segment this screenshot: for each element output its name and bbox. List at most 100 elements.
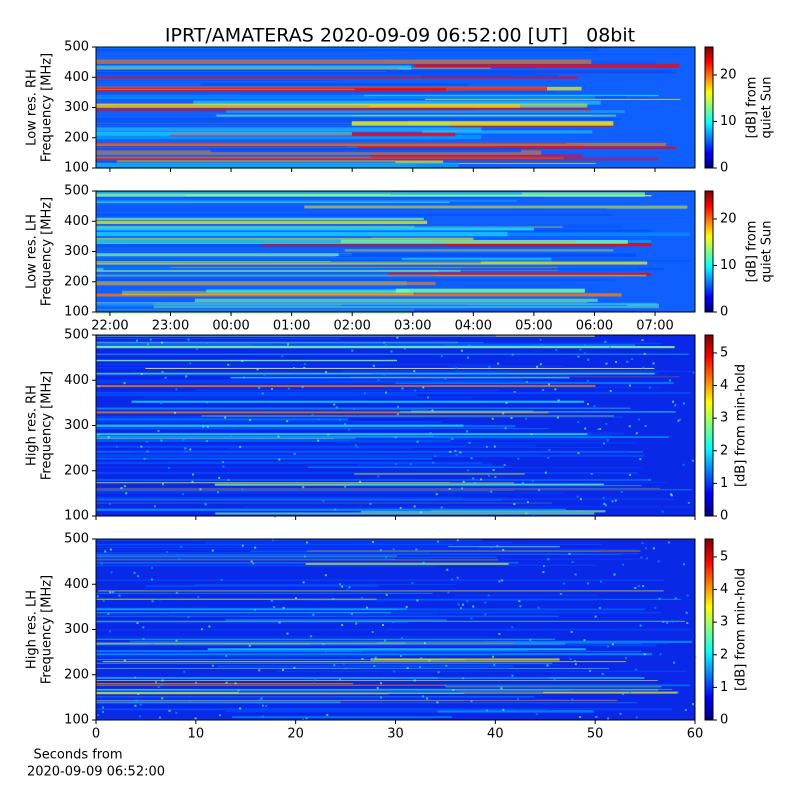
- spectrogram-texture: [422, 130, 593, 134]
- spectrogram-texture: [584, 427, 587, 430]
- spectrogram-texture: [199, 488, 202, 491]
- spectrogram-texture: [96, 615, 559, 617]
- spectrogram-texture: [334, 438, 611, 441]
- spectrogram-texture: [531, 479, 534, 482]
- y-tick-label: 100: [64, 305, 89, 320]
- spectrogram-texture: [605, 423, 608, 426]
- spectrogram-texture: [470, 457, 473, 460]
- spectrogram-texture: [161, 679, 164, 682]
- spectrogram-texture: [461, 487, 464, 490]
- spectrogram-texture: [350, 376, 680, 378]
- y-axis-label: Low res. RH: [25, 69, 40, 146]
- spectrogram-texture: [626, 360, 629, 363]
- spectrogram-texture: [269, 376, 272, 379]
- spectrogram-texture: [270, 599, 273, 602]
- spectrogram-texture: [96, 145, 584, 147]
- spectrogram-texture: [595, 715, 598, 718]
- spectrogram-texture: [467, 356, 470, 359]
- spectrogram-texture: [394, 436, 397, 439]
- spectrogram-texture: [501, 579, 504, 582]
- spectrogram-texture: [96, 478, 652, 482]
- spectrogram-texture: [342, 370, 673, 372]
- spectrogram-texture: [96, 620, 686, 622]
- spectrogram-texture: [535, 713, 538, 716]
- spectrogram-texture: [167, 466, 170, 469]
- spectrogram-texture: [590, 472, 593, 475]
- spectrogram-texture: [96, 445, 466, 448]
- spectrogram-texture: [423, 642, 426, 645]
- spectrogram-texture: [677, 419, 680, 422]
- spectrogram-texture: [673, 661, 676, 664]
- spectrogram-texture: [307, 599, 598, 602]
- spectrogram-texture: [96, 375, 585, 376]
- spectrogram-texture: [96, 609, 399, 610]
- spectrogram-texture: [396, 336, 399, 339]
- spectrogram-texture: [161, 370, 164, 373]
- spectrogram-texture: [601, 673, 604, 676]
- spectrogram-texture: [583, 639, 586, 642]
- spectrogram-texture: [96, 409, 428, 411]
- x-tick-label: 00:00: [212, 319, 249, 334]
- spectrogram-texture: [252, 562, 255, 565]
- spectrogram-texture: [622, 692, 625, 695]
- spectrogram-texture: [96, 558, 641, 560]
- spectrogram-texture: [557, 399, 560, 402]
- colorbar-tick-label: 4: [720, 378, 728, 393]
- spectrogram-texture: [96, 598, 604, 601]
- colorbar-label: quiet Sun: [760, 220, 775, 282]
- spectrogram-texture: [230, 376, 570, 379]
- spectrogram-texture: [157, 429, 160, 432]
- spectrogram-texture: [308, 466, 504, 469]
- spectrogram-texture: [445, 664, 448, 667]
- spectrogram-texture: [133, 676, 136, 679]
- spectrogram-texture: [96, 718, 432, 720]
- spectrogram-texture: [313, 679, 316, 682]
- spectrogram-texture: [652, 547, 655, 550]
- spectrogram-texture: [261, 704, 264, 707]
- spectrogram-texture: [225, 681, 228, 684]
- spectrogram-texture: [96, 394, 417, 397]
- spectrogram-texture: [569, 658, 572, 661]
- spectrogram-texture: [434, 455, 437, 458]
- spectrogram-texture: [194, 717, 197, 720]
- spectrogram-texture: [511, 353, 514, 356]
- spectrogram-texture: [96, 690, 460, 693]
- spectrogram-texture: [542, 388, 545, 391]
- spectrogram-texture: [96, 108, 591, 112]
- spectrogram-texture: [553, 678, 556, 681]
- spectrogram-texture: [258, 386, 261, 389]
- spectrogram-texture: [539, 338, 542, 341]
- spectrogram-texture: [466, 600, 469, 603]
- spectrogram-texture: [160, 683, 163, 686]
- spectrogram-texture: [140, 372, 143, 375]
- y-axis-label: Frequency [MHz]: [40, 197, 55, 306]
- spectrogram-texture: [226, 110, 625, 113]
- spectrogram-texture: [202, 425, 205, 428]
- spectrogram-texture: [333, 403, 336, 406]
- spectrogram-texture: [461, 603, 464, 606]
- spectrogram-texture: [168, 709, 171, 712]
- spectrogram-texture: [185, 375, 188, 378]
- spectrogram-texture: [554, 388, 557, 391]
- spectrogram-texture: [271, 539, 274, 542]
- spectrogram-texture: [282, 611, 661, 614]
- spectrogram-texture: [123, 485, 126, 488]
- spectrogram-texture: [539, 363, 542, 366]
- spectrogram-texture: [392, 548, 395, 551]
- spectrogram-texture: [102, 599, 105, 602]
- spectrogram-texture: [547, 383, 550, 386]
- spectrogram-texture: [485, 709, 488, 712]
- spectrogram-texture: [261, 715, 264, 718]
- spectrogram-texture: [334, 508, 337, 511]
- spectrogram-texture: [208, 625, 211, 628]
- spectrogram-texture: [96, 391, 691, 395]
- spectrogram-texture: [96, 629, 615, 631]
- spectrogram-texture: [303, 366, 306, 369]
- spectrogram-texture: [96, 257, 402, 261]
- x-axis-label: 2020-09-09 06:52:00: [27, 765, 165, 780]
- spectrogram-texture: [346, 589, 349, 592]
- spectrogram-texture: [96, 641, 378, 644]
- spectrogram-texture: [537, 606, 540, 609]
- spectrogram-texture: [349, 445, 536, 447]
- spectrogram-texture: [96, 592, 433, 594]
